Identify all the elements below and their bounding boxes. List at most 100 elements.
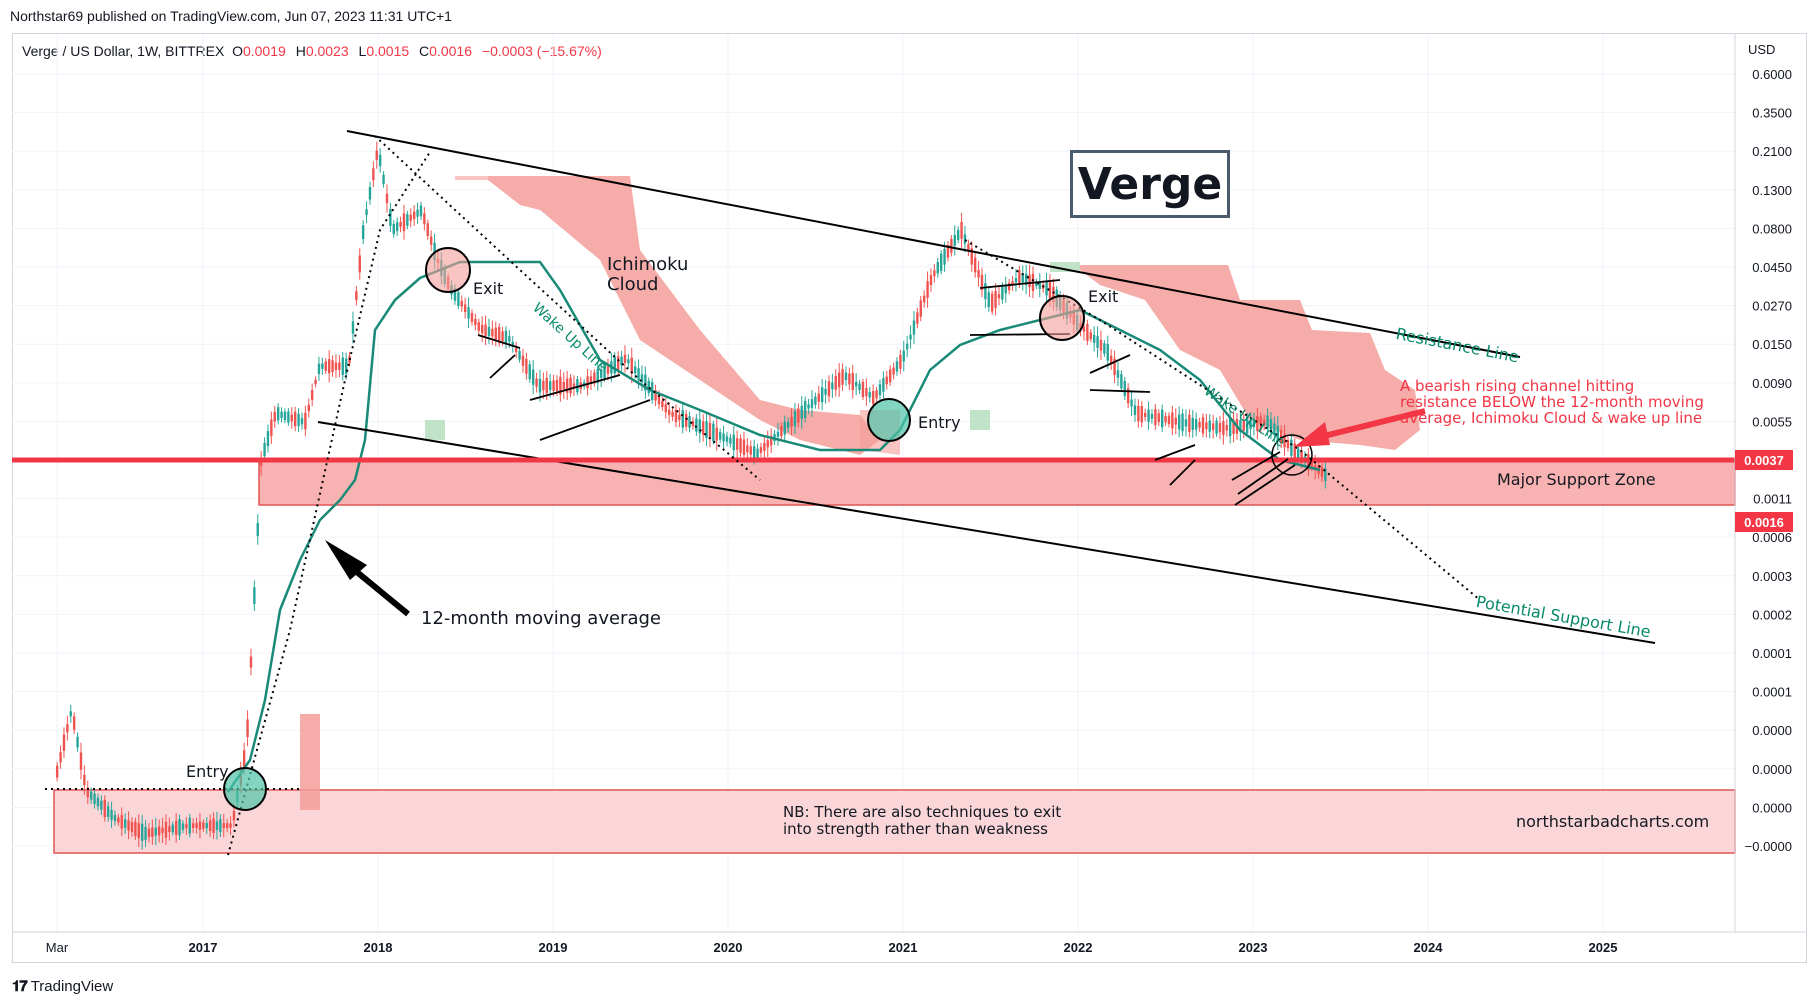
candle-body — [1320, 467, 1324, 478]
candle-body — [1310, 462, 1313, 467]
candle-body — [96, 797, 100, 807]
candle-body — [946, 245, 950, 258]
candle-body — [457, 292, 460, 307]
tradingview-logo-icon: 𝟏𝟕 — [12, 978, 28, 995]
candle-body — [317, 363, 321, 375]
candle-body — [899, 354, 902, 369]
candle-body — [1028, 274, 1031, 288]
exit-label-2: Exit — [1088, 287, 1119, 306]
candle-body — [882, 378, 885, 392]
candle-body — [667, 409, 671, 416]
candle-body — [902, 350, 905, 362]
candle-body — [623, 354, 627, 363]
candle-body — [640, 374, 644, 383]
candle-body — [259, 460, 263, 466]
candle-body — [212, 818, 215, 833]
x-tick-label: 2019 — [539, 940, 568, 955]
candle-body — [86, 787, 89, 798]
candle-body — [487, 326, 491, 336]
candle-body — [1147, 409, 1150, 422]
candle-body — [198, 821, 202, 830]
y-tick-label: 0.0450 — [1752, 260, 1792, 275]
exit-label-1: Exit — [473, 279, 504, 298]
high-value: 0.0023 — [305, 43, 349, 59]
candle-body — [1313, 464, 1317, 470]
y-tick-label: 0.0055 — [1752, 414, 1792, 429]
candle-body — [892, 367, 895, 375]
candle-body — [834, 375, 837, 390]
candle-body — [929, 275, 933, 285]
candle-body — [117, 817, 120, 823]
candle-body — [875, 390, 878, 399]
candle-body — [423, 213, 426, 225]
candle-body — [1004, 286, 1007, 294]
candle-body — [232, 810, 236, 821]
candle-body — [120, 815, 123, 829]
y-tick-label: 0.0000 — [1752, 800, 1792, 815]
ma-arrow-line — [350, 565, 410, 617]
candle-body — [657, 395, 661, 405]
candle-body — [168, 826, 171, 833]
candle-body — [103, 799, 106, 817]
footer-brand: TradingView — [30, 978, 114, 995]
candle-body — [1249, 420, 1252, 429]
candle-body — [463, 304, 467, 313]
candle-body — [327, 359, 331, 374]
candle-body — [593, 372, 596, 384]
candle-body — [718, 431, 722, 440]
candle-body — [939, 253, 943, 271]
candle-body — [807, 404, 810, 409]
candle-body — [72, 716, 76, 730]
candle-body — [916, 312, 919, 324]
candle-body — [800, 405, 803, 419]
y-tick-label: −0.0000 — [1745, 839, 1792, 854]
candle-body — [1218, 423, 1222, 433]
y-tick-label: 0.0001 — [1752, 685, 1792, 700]
candle-body — [1283, 433, 1286, 448]
candle-body — [66, 724, 69, 733]
candle-body — [1174, 417, 1177, 425]
candle-body — [861, 381, 865, 398]
candle-body — [375, 150, 378, 160]
candle-body — [406, 214, 409, 226]
candle-body — [528, 364, 531, 380]
candle-body — [1239, 420, 1242, 432]
candle-body — [1194, 419, 1198, 430]
candle-body — [926, 281, 929, 298]
candle-body — [586, 376, 589, 389]
candle-body — [1001, 286, 1004, 300]
candle-body — [963, 234, 967, 244]
candle-body — [389, 208, 392, 226]
ichimoku-cloud-3 — [1080, 265, 1420, 450]
candle-body — [144, 826, 147, 840]
bearish-channel-note: A bearish rising channel hitting resista… — [1400, 377, 1704, 427]
candle-body — [480, 324, 484, 334]
candle-body — [919, 300, 922, 317]
candle-body — [603, 364, 606, 379]
candle-body — [1123, 381, 1126, 396]
candle-body — [814, 396, 817, 405]
candle-body — [402, 213, 406, 232]
candle-body — [630, 357, 633, 374]
candle-body — [848, 373, 851, 385]
candle-body — [531, 369, 535, 385]
candle-body — [627, 359, 630, 364]
candle-body — [970, 248, 973, 265]
candle-body — [1191, 417, 1194, 430]
y-tick-label: 0.0270 — [1752, 299, 1792, 314]
candle-body — [878, 384, 882, 396]
candle-body — [1140, 405, 1143, 423]
candle-body — [633, 366, 637, 374]
candle-body — [140, 823, 144, 841]
candle-body — [110, 810, 113, 820]
candle-body — [270, 419, 273, 436]
moving-average-line — [226, 260, 1321, 793]
candle-body — [504, 330, 508, 345]
candle-body — [1245, 416, 1249, 434]
candle-body — [191, 823, 195, 829]
open-label: O — [232, 43, 243, 59]
candle-body — [484, 324, 487, 336]
candle-body — [83, 774, 86, 786]
candle-body — [355, 291, 358, 301]
